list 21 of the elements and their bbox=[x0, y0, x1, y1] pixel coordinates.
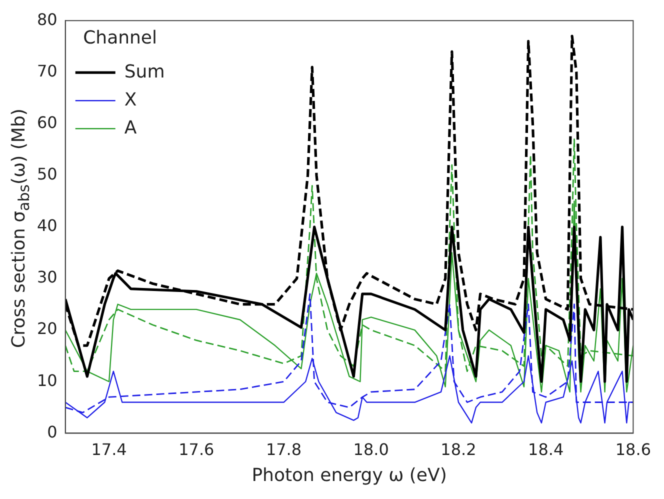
legend-title: Channel bbox=[83, 28, 157, 49]
y-tick-label: 50 bbox=[37, 164, 58, 184]
x-tick-label: 18.0 bbox=[353, 440, 389, 459]
y-tick-label: 70 bbox=[37, 61, 58, 80]
y-tick-label: 10 bbox=[37, 370, 58, 390]
x-tick-label: 17.4 bbox=[91, 440, 127, 459]
legend-label: X bbox=[124, 89, 137, 110]
x-tick-label: 17.6 bbox=[178, 440, 214, 459]
y-tick-label: 40 bbox=[37, 216, 58, 236]
x-tick-label: 17.8 bbox=[266, 440, 302, 459]
x-tick-label: 18.4 bbox=[528, 440, 564, 459]
y-tick-label: 30 bbox=[37, 268, 58, 287]
y-tick-label: 60 bbox=[37, 112, 58, 132]
x-tick-label: 18.2 bbox=[440, 440, 476, 459]
y-tick-label: 80 bbox=[37, 10, 58, 29]
x-axis-title: Photon energy ω (eV) bbox=[252, 464, 447, 486]
x-tick-label: 18.6 bbox=[615, 440, 651, 459]
legend-label: A bbox=[124, 117, 138, 138]
y-tick-label: 0 bbox=[47, 422, 58, 442]
y-tick-label: 20 bbox=[37, 319, 58, 338]
legend-label: Sum bbox=[124, 61, 165, 82]
